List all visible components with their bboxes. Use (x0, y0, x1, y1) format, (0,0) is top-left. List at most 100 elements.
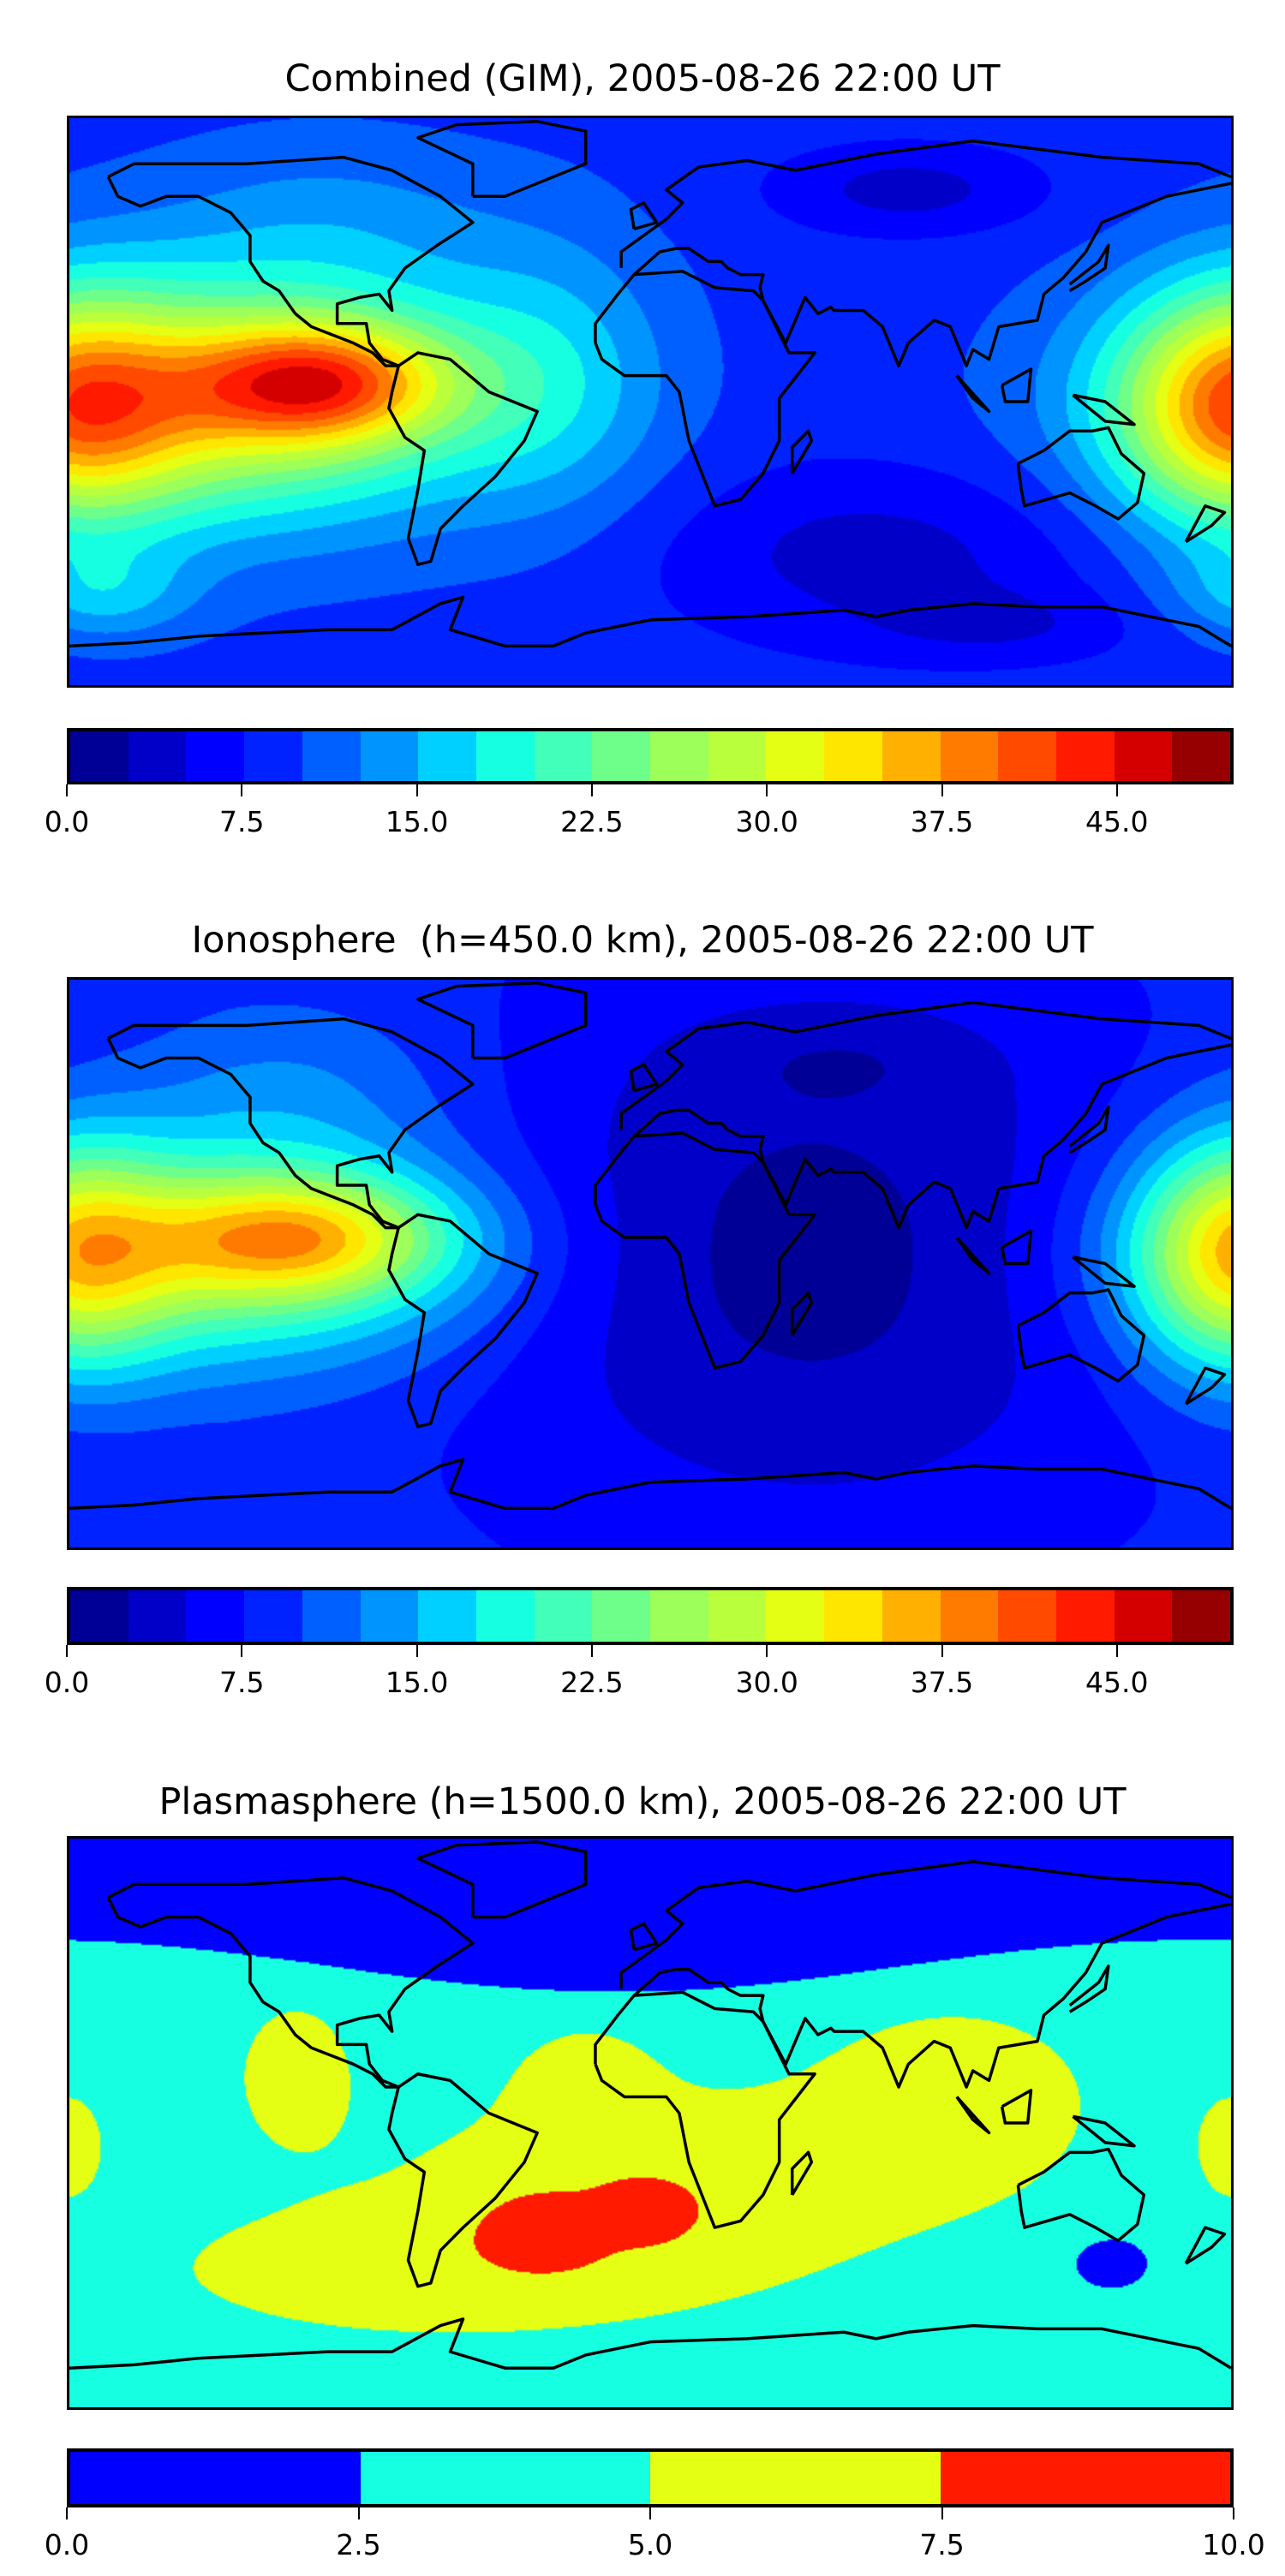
plot-title-combined: Combined (GIM), 2005-08-26 22:00 UT (284, 57, 1001, 100)
coastline (619, 1859, 1231, 1989)
colorbar-tick-label: 5.0 (627, 2528, 673, 2561)
coastlines (69, 1840, 1231, 2370)
colorbar-segment (186, 731, 245, 781)
coastline (1000, 2089, 1033, 2125)
colorbar-tick-label: 7.5 (219, 805, 265, 838)
colorbar-tick-label: 22.5 (560, 1666, 624, 1699)
coastline (790, 1291, 814, 1337)
colorbar-tick-label: 7.5 (219, 1666, 265, 1699)
coastline (387, 1213, 539, 1428)
coastline (594, 270, 816, 508)
colorbar-segment (592, 1590, 651, 1642)
coastline (629, 1063, 659, 1093)
coastline (69, 595, 1231, 648)
colorbar-segment (70, 1590, 128, 1642)
coastline (629, 1922, 659, 1952)
coastline (69, 1458, 1231, 1511)
colorbar-tick (649, 2507, 651, 2519)
colorbar-segment (882, 1590, 941, 1642)
colorbar-tick (66, 1645, 68, 1657)
coastline (594, 1131, 816, 1370)
colorbar-tick (590, 784, 593, 796)
colorbar-segment (882, 731, 941, 781)
colorbar-ticks-combined: 0.0 7.5 15.0 22.5 30.0 37.5 45.0 (45, 784, 1234, 853)
colorbar-segment (1055, 1590, 1115, 1642)
coastline (106, 155, 475, 367)
colorbar-tick-label: 37.5 (910, 805, 974, 838)
colorbar-segment (70, 731, 128, 781)
colorbar-segment (244, 1590, 302, 1642)
coastline (1068, 243, 1110, 293)
colorbar-segment (302, 1590, 361, 1642)
colorbar-tick-label: 10.0 (1202, 2528, 1265, 2561)
colorbar-tick (766, 1645, 768, 1657)
colorbar-tick-label: 2.5 (336, 2528, 381, 2561)
colorbar-tick (415, 1645, 418, 1657)
colorbar-segment (1172, 731, 1231, 781)
colorbar-segment (766, 731, 825, 781)
colorbar-tick-label: 0.0 (44, 1666, 90, 1699)
colorbar-segment (1055, 731, 1115, 781)
colorbar-tick (766, 784, 768, 796)
colorbar-tick-label: 45.0 (1085, 805, 1149, 838)
plot-title-plasmasphere: Plasmasphere (h=1500.0 km), 2005-08-26 2… (158, 1780, 1127, 1823)
colorbar-tick (66, 2507, 68, 2519)
map-plasmasphere (67, 1836, 1234, 2410)
coastline (619, 1000, 1231, 1130)
colorbar-segment (475, 1590, 535, 1642)
colorbar-segment (1114, 731, 1173, 781)
colorbar-segment (1172, 1590, 1231, 1642)
coastline (633, 1043, 1231, 1230)
colorbar-combined (67, 728, 1234, 784)
colorbar-segment (360, 2452, 650, 2504)
colorbar-tick-label: 7.5 (919, 2528, 965, 2561)
colorbar-segment (592, 731, 651, 781)
colorbar-segment (998, 731, 1056, 781)
colorbar-segment (824, 1590, 882, 1642)
coastline (633, 1902, 1231, 2089)
colorbar-segment (940, 731, 999, 781)
coastline (1184, 1366, 1227, 1405)
colorbar-tick (1233, 2507, 1234, 2519)
coastline (387, 2072, 539, 2288)
coastline (955, 2096, 991, 2135)
coastline (416, 120, 588, 199)
coastline (106, 1017, 475, 1230)
map-combined-gim (67, 116, 1234, 688)
colorbar-ticks-plasmasphere: 0.0 2.5 5.0 7.5 10.0 (45, 2507, 1265, 2576)
coastline (1184, 504, 1227, 544)
coastline (955, 374, 991, 414)
colorbar-segment (418, 731, 476, 781)
colorbar-segment (766, 1590, 825, 1642)
plot-title-ionosphere: Ionosphere (h=450.0 km), 2005-08-26 22:0… (191, 919, 1094, 962)
coastline (633, 182, 1231, 367)
colorbar-segment (418, 1590, 476, 1642)
colorbar-segment (824, 731, 882, 781)
coastline (790, 2150, 814, 2196)
colorbar-tick (941, 2507, 943, 2519)
coastline (1016, 426, 1146, 521)
colorbar-plasmasphere (67, 2448, 1234, 2507)
colorbar-tick (415, 784, 418, 796)
colorbar-tick-label: 30.0 (735, 1666, 798, 1699)
colorbar-segment (360, 731, 419, 781)
colorbar-tick-label: 22.5 (560, 805, 624, 838)
colorbar-tick (941, 784, 943, 796)
coastline (619, 139, 1231, 269)
colorbar-tick-label: 37.5 (910, 1666, 974, 1699)
colorbar-segment (128, 731, 187, 781)
coastline (1016, 2147, 1146, 2243)
colorbar-ionosphere (67, 1587, 1234, 1645)
colorbar-segment (475, 731, 535, 781)
colorbar-segment (940, 2452, 1230, 2504)
colorbar-segment (360, 1590, 419, 1642)
colorbar-segment (940, 1590, 999, 1642)
coastline (790, 429, 814, 474)
coastline (1000, 367, 1033, 403)
coastline (69, 2317, 1231, 2370)
colorbar-tick-label: 0.0 (44, 805, 90, 838)
coastline (1068, 1105, 1110, 1154)
coastline (1068, 1965, 1110, 2013)
colorbar-tick (241, 1645, 243, 1657)
coastlines (69, 120, 1231, 648)
